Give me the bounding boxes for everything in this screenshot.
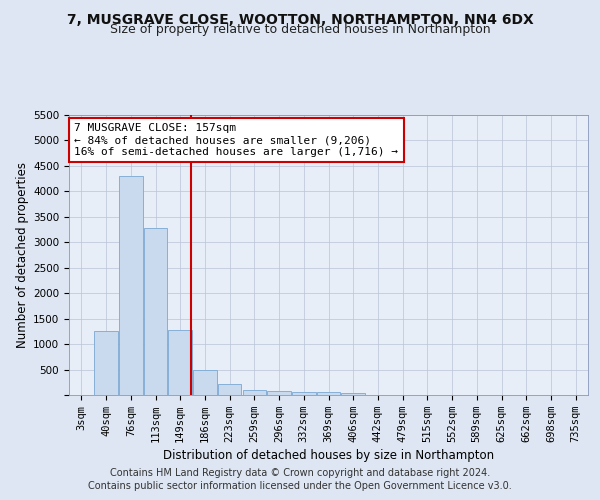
Bar xyxy=(341,392,365,395)
Text: Size of property relative to detached houses in Northampton: Size of property relative to detached ho… xyxy=(110,22,490,36)
Text: Contains HM Land Registry data © Crown copyright and database right 2024.: Contains HM Land Registry data © Crown c… xyxy=(110,468,490,477)
Bar xyxy=(94,331,118,395)
Bar xyxy=(144,228,167,395)
Bar xyxy=(268,392,291,395)
Bar xyxy=(169,330,192,395)
Text: 7, MUSGRAVE CLOSE, WOOTTON, NORTHAMPTON, NN4 6DX: 7, MUSGRAVE CLOSE, WOOTTON, NORTHAMPTON,… xyxy=(67,12,533,26)
Bar xyxy=(242,390,266,395)
Text: Contains public sector information licensed under the Open Government Licence v3: Contains public sector information licen… xyxy=(88,481,512,491)
Bar xyxy=(317,392,340,395)
X-axis label: Distribution of detached houses by size in Northampton: Distribution of detached houses by size … xyxy=(163,449,494,462)
Y-axis label: Number of detached properties: Number of detached properties xyxy=(16,162,29,348)
Bar xyxy=(218,384,241,395)
Bar xyxy=(292,392,316,395)
Bar xyxy=(119,176,143,395)
Bar xyxy=(193,370,217,395)
Text: 7 MUSGRAVE CLOSE: 157sqm
← 84% of detached houses are smaller (9,206)
16% of sem: 7 MUSGRAVE CLOSE: 157sqm ← 84% of detach… xyxy=(74,124,398,156)
